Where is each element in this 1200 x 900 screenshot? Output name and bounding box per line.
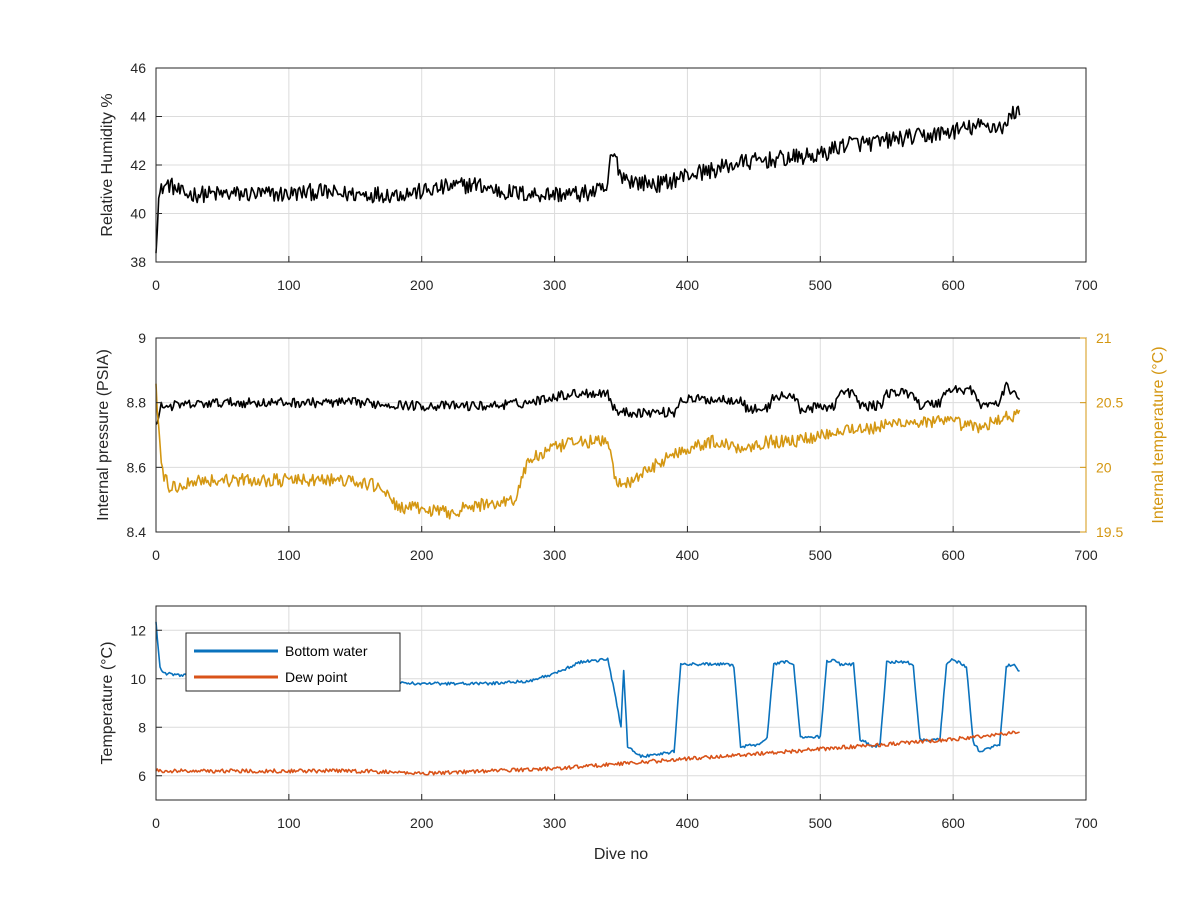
y-ticks-1: 38 40 42 44 46 [130,60,162,270]
y2-tick-label: 20.5 [1096,395,1123,411]
x-tick-label: 500 [809,547,833,563]
y-axis-label-3: Temperature (°C) [99,642,116,765]
x-tick-label: 300 [543,547,567,563]
y2-tick-label: 19.5 [1096,524,1123,540]
y2-tick-label: 20 [1096,459,1112,475]
axes-frame-3 [155,605,1087,801]
x-tick-label: 100 [277,277,301,293]
x-tick-label: 0 [152,547,160,563]
y-tick-label: 9 [138,330,146,346]
y-tick-label: 42 [130,157,146,173]
y-tick-label: 40 [130,206,146,222]
x-ticks-2: 0 100 200 300 400 500 600 700 [152,526,1098,563]
plot-area-2 [156,338,1086,532]
y-axis-label-1: Relative Humidity % [99,93,116,236]
x-axis-label-3: Dive no [594,846,648,863]
x-tick-label: 600 [941,547,965,563]
x-tick-label: 200 [410,277,434,293]
x-tick-label: 700 [1074,815,1098,831]
panel-internal-pressure: 0 100 200 300 400 500 600 700 8.4 8.6 8.8 9 19.5 20… [95,330,1167,563]
y-tick-label: 12 [130,622,146,638]
series-line-dew-point [155,730,1020,776]
y-tick-label: 8.8 [127,395,147,411]
y-tick-label: 8 [138,719,146,735]
panel-relative-humidity: 0 100 200 300 400 500 600 700 38 40 42 44 46 Relati… [99,60,1098,293]
y-ticks-2: 8.4 8.6 8.8 9 [127,330,162,540]
x-tick-label: 0 [152,815,160,831]
y-tick-label: 46 [130,60,146,76]
y-ticks-3: 6 8 10 12 [130,622,162,784]
y-tick-label: 8.6 [127,459,147,475]
x-tick-label: 600 [941,815,965,831]
series-2 [155,381,1021,520]
y-tick-label: 38 [130,254,146,270]
legend: Bottom water Dew point [185,632,401,692]
x-tick-label: 400 [676,547,700,563]
series-line-series-2 [155,383,1021,520]
x-ticks-1: 0 100 200 300 400 500 600 700 [152,256,1098,293]
x-tick-label: 300 [543,277,567,293]
x-tick-label: 200 [410,815,434,831]
x-ticks-3: 0 100 200 300 400 500 600 700 [152,794,1098,831]
series-line-series-1 [155,381,1021,425]
x-tick-label: 0 [152,277,160,293]
x-tick-label: 200 [410,547,434,563]
y-tick-label: 6 [138,768,146,784]
x-tick-label: 400 [676,815,700,831]
y-tick-label: 44 [130,109,146,125]
panel-temperature: 0 100 200 300 400 500 600 700 6 8 10 12 Temperatur… [99,605,1098,863]
legend-label-bottom-water: Bottom water [285,643,368,659]
x-tick-label: 500 [809,815,833,831]
y-tick-label: 10 [130,671,146,687]
x-tick-label: 100 [277,815,301,831]
x-tick-label: 700 [1074,277,1098,293]
x-tick-label: 400 [676,277,700,293]
x-tick-label: 300 [543,815,567,831]
y2-tick-label: 21 [1096,330,1112,346]
x-tick-label: 100 [277,547,301,563]
legend-label-dew-point: Dew point [285,669,347,685]
y-tick-label: 8.4 [127,524,147,540]
legend-box [185,632,401,692]
x-tick-label: 600 [941,277,965,293]
x-tick-label: 500 [809,277,833,293]
y2-axis-label-2: Internal temperature (°C) [1150,346,1167,523]
y-axis-label-2: Internal pressure (PSIA) [95,349,112,521]
series-1 [155,105,1021,254]
series-line-series-1 [155,105,1021,254]
x-tick-label: 700 [1074,547,1098,563]
y2-ticks-2: 19.5 20 20.5 21 [1080,330,1123,540]
